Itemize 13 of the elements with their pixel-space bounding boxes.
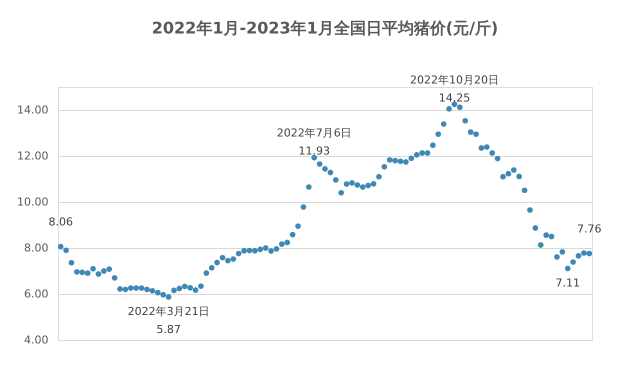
annotation: 2022年10月20日 14.25 — [410, 73, 499, 104]
y-tick-label: 8.00 — [24, 242, 48, 254]
annotation: 7.76 — [577, 222, 602, 236]
y-tick-label: 10.00 — [17, 196, 48, 208]
y-tick-label: 12.00 — [17, 150, 48, 162]
chart-title: 2022年1月-2023年1月全国日平均猪价(元/斤) — [152, 18, 498, 38]
annotation: 2022年3月21日 5.87 — [128, 304, 210, 336]
y-tick-label: 4.00 — [24, 334, 48, 346]
annotation: 8.06 — [48, 216, 73, 229]
annotation: 7.11 — [555, 276, 580, 290]
y-tick-label: 6.00 — [24, 288, 48, 300]
annotation: 2022年7月6日 11.93 — [276, 126, 352, 158]
y-tick-label: 14.00 — [17, 104, 48, 116]
